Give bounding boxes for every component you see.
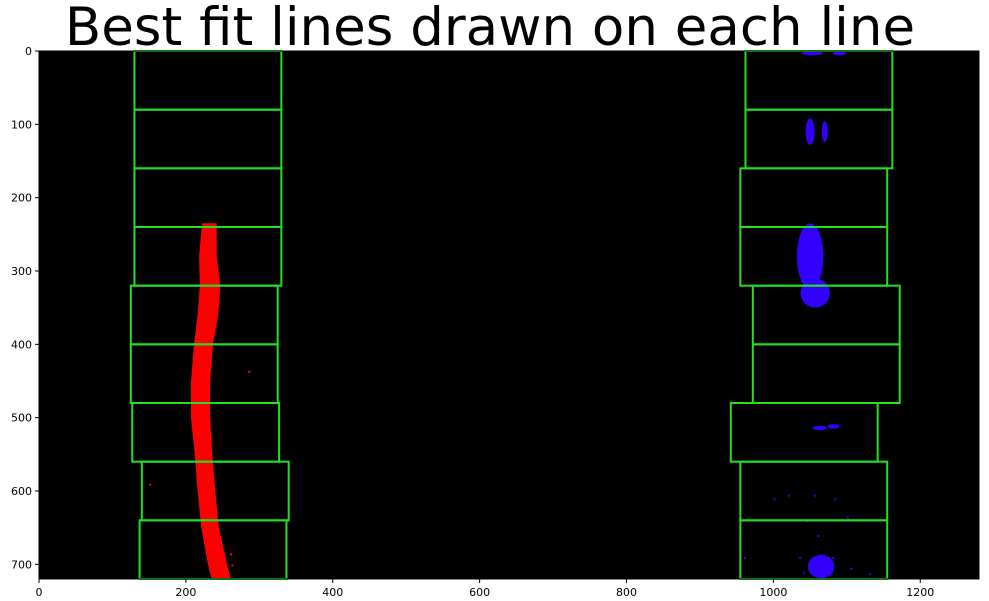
x-tick-label: 0	[36, 586, 43, 599]
right-lane-speck	[868, 573, 871, 576]
right-lane-speck	[788, 494, 791, 497]
y-tick-label: 100	[11, 118, 32, 131]
right-lane-speck	[813, 494, 816, 497]
x-axis: 0 200 400 600 800 1000 1200	[36, 579, 934, 599]
x-tick-label: 800	[616, 586, 637, 599]
x-tick-label: 1200	[906, 586, 934, 599]
right-lane-speck	[834, 498, 837, 501]
left-lane-speck	[248, 370, 251, 373]
y-tick-label: 300	[11, 265, 32, 278]
right-lane-speck	[802, 571, 805, 574]
plot-area	[39, 51, 979, 579]
right-lane-pixels	[796, 223, 824, 290]
y-tick-label: 200	[11, 192, 32, 205]
right-lane-pixels	[800, 278, 830, 308]
right-lane-speck	[817, 535, 820, 537]
right-lane-speck	[832, 557, 835, 559]
left-lane-speck	[149, 483, 152, 486]
y-tick-label: 700	[11, 558, 32, 571]
right-lane-pixels	[821, 121, 828, 142]
left-lane-speck	[229, 553, 232, 556]
x-tick-label: 400	[322, 586, 343, 599]
chart-title: Best fit lines drawn on each line	[65, 0, 915, 58]
y-tick-label: 500	[11, 412, 32, 425]
y-tick-label: 0	[25, 45, 32, 58]
right-lane-speck	[773, 498, 776, 501]
right-lane-pixels	[812, 425, 827, 431]
x-tick-label: 1000	[759, 586, 787, 599]
right-lane-speck	[799, 557, 802, 559]
right-lane-speck	[850, 568, 853, 570]
right-lane-pixels	[802, 51, 823, 56]
right-lane-speck	[744, 557, 746, 559]
left-lane-speck	[231, 564, 234, 567]
left-lane-pixels	[191, 223, 231, 580]
sliding-windows-layer	[129, 50, 901, 580]
right-lane-pixels	[827, 424, 840, 429]
x-tick-label: 200	[175, 586, 196, 599]
right-lane-pixels	[805, 118, 815, 145]
right-lane-speck	[846, 516, 849, 519]
y-tick-label: 400	[11, 338, 32, 351]
plot-frame	[38, 50, 980, 580]
y-tick-label: 600	[11, 485, 32, 498]
x-tick-label: 600	[469, 586, 490, 599]
right-lane-pixels	[832, 51, 847, 56]
y-axis: 0 100 200 300 400 500 600 700	[11, 45, 39, 571]
right-lane-pixels	[807, 554, 835, 579]
